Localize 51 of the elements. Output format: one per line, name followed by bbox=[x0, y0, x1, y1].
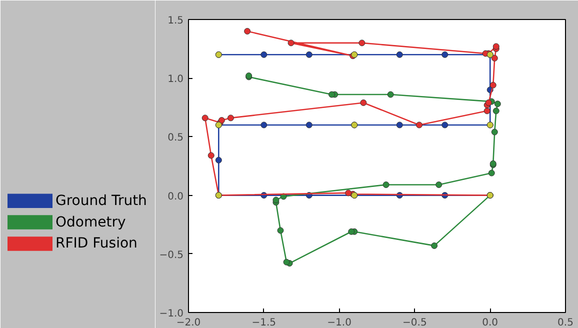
point bbox=[288, 40, 294, 46]
x-tick-label: −1.5 bbox=[252, 318, 276, 328]
point bbox=[328, 91, 336, 98]
point bbox=[484, 108, 490, 114]
point bbox=[202, 114, 208, 122]
point bbox=[345, 190, 352, 196]
point bbox=[358, 40, 366, 46]
point bbox=[494, 100, 501, 108]
point bbox=[491, 128, 498, 136]
x-tick-label: −1.0 bbox=[327, 318, 352, 328]
point bbox=[260, 51, 268, 58]
point bbox=[488, 170, 495, 176]
point bbox=[431, 242, 438, 249]
point bbox=[436, 182, 442, 188]
y-tick-label: −0.5 bbox=[159, 250, 184, 261]
point bbox=[360, 99, 367, 106]
point bbox=[396, 51, 403, 58]
point bbox=[442, 51, 448, 58]
point bbox=[277, 227, 284, 234]
x-tick-label: −2.0 bbox=[176, 318, 201, 328]
point bbox=[260, 122, 268, 128]
point bbox=[283, 258, 290, 266]
point bbox=[306, 122, 312, 128]
y-tick-label: 1.0 bbox=[168, 74, 184, 86]
point bbox=[227, 114, 234, 122]
point bbox=[244, 28, 251, 34]
point bbox=[396, 122, 403, 128]
point bbox=[442, 122, 448, 128]
y-tick-label: 0.0 bbox=[168, 191, 184, 202]
point bbox=[215, 156, 222, 164]
point bbox=[382, 182, 390, 188]
point bbox=[485, 99, 492, 106]
point bbox=[492, 108, 500, 114]
point bbox=[272, 196, 280, 204]
x-tick-label: 0.5 bbox=[558, 318, 574, 328]
point bbox=[490, 82, 496, 88]
x-tick-label: 0.0 bbox=[482, 318, 498, 328]
y-tick-label: 1.5 bbox=[168, 16, 184, 26]
legend-label: RFID Fusion bbox=[56, 236, 138, 252]
point bbox=[348, 228, 355, 235]
point bbox=[387, 91, 394, 98]
x-tick-label: −0.5 bbox=[402, 318, 427, 328]
y-tick-label: −1.0 bbox=[159, 308, 184, 320]
point bbox=[491, 54, 498, 62]
point bbox=[306, 51, 312, 58]
legend-label: Ground Truth bbox=[56, 192, 147, 209]
point bbox=[492, 43, 500, 50]
point bbox=[416, 122, 422, 128]
y-tick-label: 0.5 bbox=[168, 132, 184, 144]
legend-label: Odometry bbox=[56, 214, 126, 230]
point bbox=[208, 152, 214, 159]
